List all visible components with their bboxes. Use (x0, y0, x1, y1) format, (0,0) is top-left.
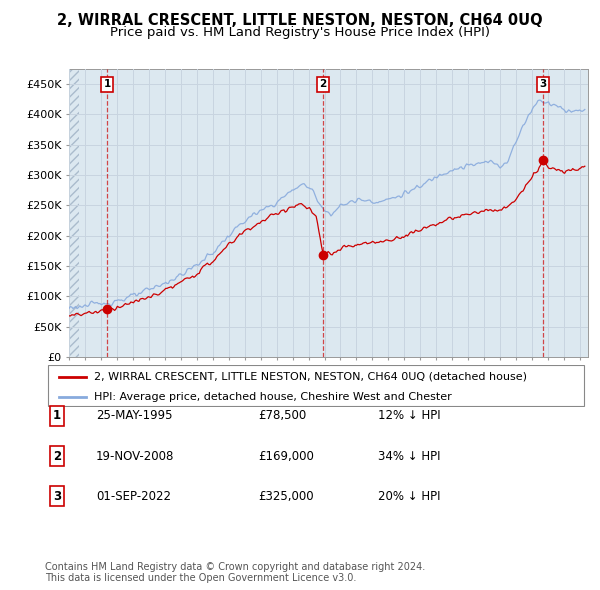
Bar (69, 69, 79, 357)
FancyBboxPatch shape (48, 365, 584, 407)
Text: £169,000: £169,000 (258, 450, 314, 463)
Text: 2, WIRRAL CRESCENT, LITTLE NESTON, NESTON, CH64 0UQ (detached house): 2, WIRRAL CRESCENT, LITTLE NESTON, NESTO… (94, 372, 527, 382)
Text: 1: 1 (53, 409, 61, 422)
Text: 2: 2 (53, 450, 61, 463)
Text: 2: 2 (319, 79, 326, 89)
Text: 2, WIRRAL CRESCENT, LITTLE NESTON, NESTON, CH64 0UQ: 2, WIRRAL CRESCENT, LITTLE NESTON, NESTO… (57, 13, 543, 28)
Text: 25-MAY-1995: 25-MAY-1995 (96, 409, 173, 422)
Text: HPI: Average price, detached house, Cheshire West and Chester: HPI: Average price, detached house, Ches… (94, 392, 452, 402)
Text: Contains HM Land Registry data © Crown copyright and database right 2024.
This d: Contains HM Land Registry data © Crown c… (45, 562, 425, 584)
Text: 20% ↓ HPI: 20% ↓ HPI (378, 490, 440, 503)
Text: 19-NOV-2008: 19-NOV-2008 (96, 450, 175, 463)
Text: 3: 3 (53, 490, 61, 503)
Text: 3: 3 (539, 79, 547, 89)
Text: £78,500: £78,500 (258, 409, 306, 422)
Text: 34% ↓ HPI: 34% ↓ HPI (378, 450, 440, 463)
Text: 01-SEP-2022: 01-SEP-2022 (96, 490, 171, 503)
Text: Price paid vs. HM Land Registry's House Price Index (HPI): Price paid vs. HM Land Registry's House … (110, 26, 490, 39)
Text: 1: 1 (104, 79, 111, 89)
Text: £325,000: £325,000 (258, 490, 314, 503)
Text: 12% ↓ HPI: 12% ↓ HPI (378, 409, 440, 422)
